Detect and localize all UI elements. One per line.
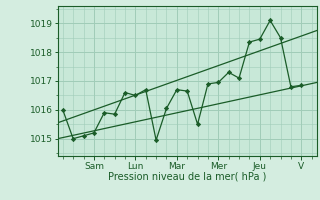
X-axis label: Pression niveau de la mer( hPa ): Pression niveau de la mer( hPa ) <box>108 172 266 182</box>
